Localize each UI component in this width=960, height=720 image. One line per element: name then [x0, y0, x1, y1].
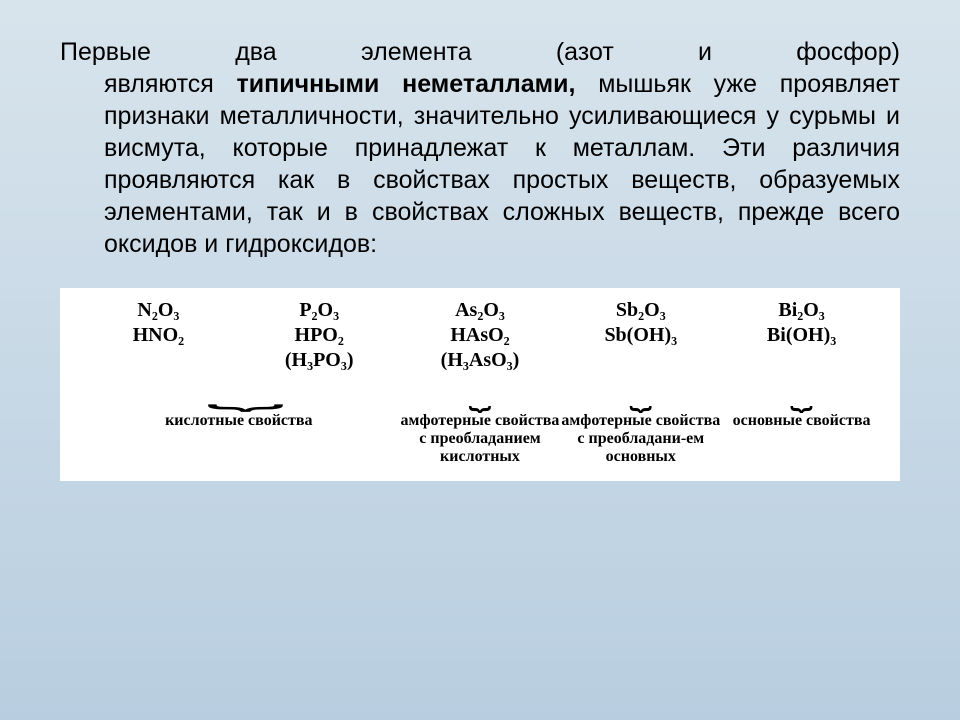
formula: (H₃PO₃) [239, 348, 400, 373]
formula-col: P₂O₃ HPO₂ (H₃PO₃) [239, 298, 400, 373]
brace-row: ⏟ ⏟ ⏟ ⏟ [60, 379, 900, 406]
brace-icon: ⏟ [721, 380, 882, 404]
property-label: амфотерные свойства с преобладани-ем осн… [560, 412, 721, 467]
formula-col: Sb₂O₃ Sb(OH)₃ [560, 298, 721, 373]
formula: HNO₂ [78, 323, 239, 348]
formula-col: N₂O₃ HNO₂ [78, 298, 239, 373]
bold-text: типичными неметаллами, [237, 70, 576, 98]
formula: Bi(OH)₃ [721, 323, 882, 348]
main-paragraph: Первые два элемента (азот и фосфор) явля… [60, 36, 900, 260]
label-row: кислотные свойства амфотерные свойства с… [60, 412, 900, 467]
formula: Sb(OH)₃ [560, 323, 721, 348]
formula: HAsO₂ [400, 323, 561, 348]
formula-row: N₂O₃ HNO₂ P₂O₃ HPO₂ (H₃PO₃) As₂O₃ HAsO₂ … [60, 298, 900, 373]
formula: (H₃AsO₃) [400, 348, 561, 373]
word: фосфор) [796, 36, 900, 68]
word: и [698, 36, 712, 68]
formula-col: As₂O₃ HAsO₂ (H₃AsO₃) [400, 298, 561, 373]
word: элемента [361, 36, 472, 68]
word: Первые [60, 36, 151, 68]
formula: Bi₂O₃ [721, 298, 882, 323]
formula: P₂O₃ [239, 298, 400, 323]
word: два [235, 36, 277, 68]
property-label: амфотерные свойства с преобладанием кисл… [400, 412, 561, 467]
chemistry-table: N₂O₃ HNO₂ P₂O₃ HPO₂ (H₃PO₃) As₂O₃ HAsO₂ … [60, 288, 900, 481]
formula: HPO₂ [239, 323, 400, 348]
text: являются [104, 70, 237, 98]
formula: As₂O₃ [400, 298, 561, 323]
word: (азот [556, 36, 614, 68]
brace-icon: ⏟ [560, 380, 721, 404]
brace-icon: ⏟ [400, 380, 561, 404]
text: мышьяк уже проявляет признаки металлично… [104, 70, 900, 258]
property-label: основные свойства [721, 412, 882, 467]
paragraph-body: являются типичными неметаллами, мышьяк у… [60, 68, 900, 260]
formula-col: Bi₂O₃ Bi(OH)₃ [721, 298, 882, 373]
formula: N₂O₃ [78, 298, 239, 323]
slide-content: Первые два элемента (азот и фосфор) явля… [0, 0, 960, 501]
property-label: кислотные свойства [78, 412, 400, 467]
formula: Sb₂O₃ [560, 298, 721, 323]
